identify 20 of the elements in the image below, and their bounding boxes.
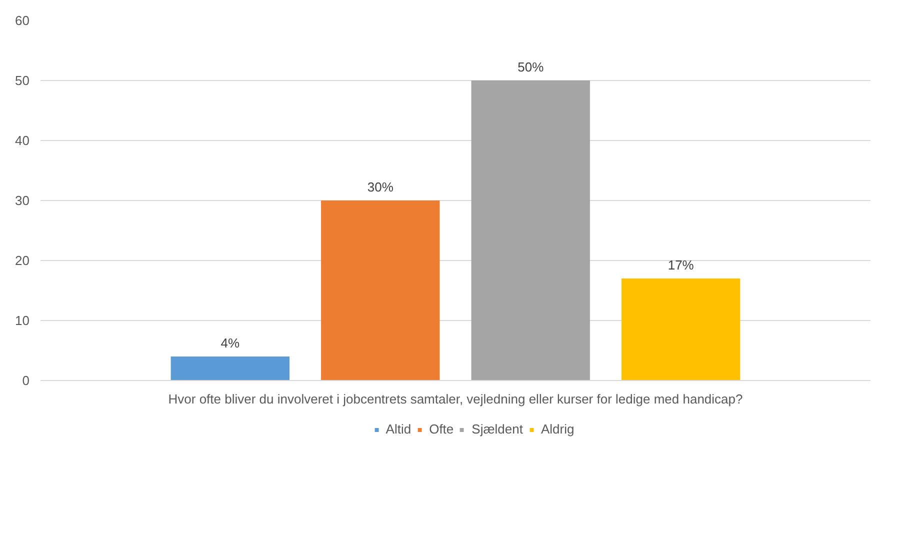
bar: [170, 356, 290, 380]
legend-label: Altid: [386, 422, 412, 436]
y-tick-label: 60: [15, 13, 30, 28]
y-tick-label: 10: [15, 313, 30, 328]
legend-label: Ofte: [429, 422, 454, 436]
bar: [471, 80, 590, 380]
y-tick-label: 20: [15, 253, 30, 268]
legend-label: Aldrig: [540, 422, 574, 436]
data-label: 17%: [668, 258, 694, 272]
legend-label: Sjældent: [472, 422, 523, 436]
y-tick-label: 0: [22, 373, 30, 388]
y-tick-label: 30: [15, 193, 30, 208]
bar: [622, 278, 740, 380]
x-tick-label: Hvor ofte bliver du involveret i jobcentrets samtaler, vejledning eller kurser for ledige med handicap?: [168, 392, 743, 406]
data-label: 30%: [367, 180, 394, 194]
data-label: 50%: [518, 60, 544, 74]
data-label: 4%: [220, 336, 240, 350]
y-tick-label: 50: [15, 73, 30, 88]
bar: [321, 200, 440, 380]
y-tick-label: 40: [15, 133, 30, 148]
